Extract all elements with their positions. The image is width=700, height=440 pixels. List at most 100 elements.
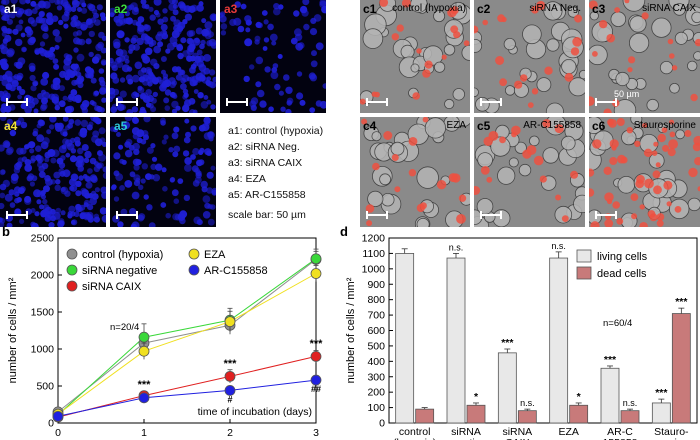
nucleus xyxy=(151,156,158,162)
dead-cell-stain xyxy=(360,98,366,105)
nucleus xyxy=(162,8,168,14)
data-point xyxy=(52,406,64,418)
nucleus xyxy=(99,87,106,95)
dead-cell-stain xyxy=(589,96,595,106)
series-line xyxy=(57,259,317,413)
dead-cell-stain xyxy=(697,186,700,192)
category-label: AR-C xyxy=(607,426,633,438)
cell xyxy=(610,11,627,28)
nucleus xyxy=(83,199,90,206)
significance-mark: *** xyxy=(501,337,514,349)
nucleus xyxy=(169,91,176,98)
legend-a4: a4: EZA xyxy=(228,173,266,185)
dead-cell-stain xyxy=(474,25,479,34)
nucleus xyxy=(32,80,39,87)
nucleus xyxy=(38,171,46,178)
nucleus xyxy=(255,56,264,65)
dead-cell-stain xyxy=(643,148,653,157)
dead-cell-stain xyxy=(657,133,666,143)
nucleus xyxy=(50,157,57,164)
nucleus xyxy=(0,61,8,69)
nucleus xyxy=(177,1,185,9)
dead-cell-stain xyxy=(604,192,614,202)
nucleus xyxy=(182,150,190,157)
nucleus xyxy=(141,3,147,9)
nucleus xyxy=(262,46,268,51)
nucleus xyxy=(15,38,23,47)
cell xyxy=(568,77,585,97)
nucleus xyxy=(269,33,278,42)
dead-cell-stain xyxy=(536,0,546,11)
dead-cell-stain xyxy=(366,220,373,227)
nucleus xyxy=(14,197,20,204)
nucleus xyxy=(74,119,82,126)
nucleus xyxy=(319,100,326,109)
nucleus xyxy=(2,14,10,22)
y-axis-label: number of cells / mm² xyxy=(7,277,19,383)
nucleus xyxy=(24,195,32,203)
nucleus xyxy=(133,148,140,156)
cell xyxy=(362,28,384,49)
nucleus xyxy=(220,11,226,17)
nucleus xyxy=(19,88,26,96)
nucleus xyxy=(66,105,75,113)
nucleus xyxy=(101,97,106,103)
dead-cell-stain xyxy=(604,219,614,227)
nucleus xyxy=(143,194,149,200)
nucleus xyxy=(110,12,115,18)
nucleus xyxy=(112,38,121,47)
nucleus xyxy=(152,91,158,98)
legend-label: AR-C155858 xyxy=(204,265,268,277)
y-tick-label: 500 xyxy=(367,340,385,352)
label-c3: c3 xyxy=(592,2,606,16)
dead-cell-stain xyxy=(361,118,368,125)
nucleus xyxy=(186,30,194,38)
nucleus xyxy=(34,211,40,217)
dead-cell-stain xyxy=(603,108,612,113)
nucleus xyxy=(119,90,127,98)
label-c5: c5 xyxy=(477,119,491,133)
label-c1: c1 xyxy=(363,2,377,16)
nucleus xyxy=(192,109,198,113)
dead-cell-stain xyxy=(531,88,539,95)
dead-cell-stain xyxy=(666,201,672,207)
dead-cell-stain xyxy=(624,0,630,4)
legend-marker xyxy=(188,248,200,260)
nucleus xyxy=(273,2,280,10)
nucleus xyxy=(29,36,36,44)
nucleus xyxy=(49,124,55,130)
nucleus xyxy=(34,47,41,55)
series-line xyxy=(57,379,317,417)
bar-dead xyxy=(415,408,435,424)
nucleus xyxy=(173,19,181,27)
nucleus xyxy=(182,94,188,100)
scale-bar-a3 xyxy=(226,98,248,106)
nucleus xyxy=(209,204,216,210)
nucleus xyxy=(52,58,59,64)
nucleus xyxy=(93,19,101,26)
nucleus xyxy=(19,218,25,224)
dead-cell-stain xyxy=(365,204,375,213)
cell xyxy=(546,38,560,52)
cell xyxy=(542,147,559,164)
nucleus xyxy=(91,190,97,196)
nucleus xyxy=(97,150,103,157)
cell xyxy=(475,97,490,112)
data-point xyxy=(138,331,150,343)
nucleus xyxy=(80,21,89,30)
nucleus xyxy=(30,85,37,92)
nucleus xyxy=(53,171,61,179)
nucleus xyxy=(171,189,179,197)
nucleus xyxy=(136,129,145,138)
micrograph-a3 xyxy=(220,0,326,113)
x-tick-label: 2 xyxy=(227,427,233,439)
y-tick-label: 900 xyxy=(367,279,385,291)
nucleus xyxy=(175,74,183,81)
y-tick-label: 0 xyxy=(379,418,385,430)
dead-cell-stain xyxy=(572,37,582,47)
nucleus xyxy=(184,99,192,107)
nucleus xyxy=(80,187,88,195)
scale-bar-c1 xyxy=(366,98,388,106)
nucleus xyxy=(119,77,126,83)
nucleus xyxy=(78,38,86,46)
